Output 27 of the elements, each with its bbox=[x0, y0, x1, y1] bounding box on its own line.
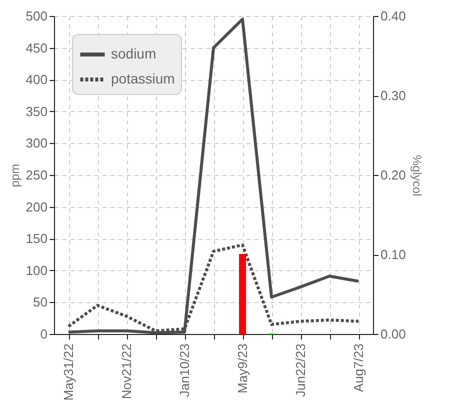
y2-tick-label: 0.40 bbox=[380, 8, 406, 24]
x-tick-label: Jan10/23 bbox=[177, 344, 192, 397]
y-tick-label: 500 bbox=[26, 8, 48, 24]
x-tick-label: May9/23 bbox=[235, 344, 250, 394]
y-axis-title: ppm bbox=[8, 164, 22, 188]
line-series bbox=[67, 18, 360, 334]
y-tick-label: 200 bbox=[26, 199, 48, 214]
y-tick-label: 350 bbox=[26, 104, 48, 119]
y-tick-label: 150 bbox=[26, 231, 48, 246]
x-tick-label: Jun22/23 bbox=[293, 344, 308, 397]
y2-tick-label: 0.20 bbox=[380, 168, 406, 182]
y-tick-label: 300 bbox=[26, 136, 48, 151]
x-tick-label: Aug7/23 bbox=[351, 344, 366, 392]
y-tick-label: 250 bbox=[26, 168, 48, 182]
y2-tick-label: 0.30 bbox=[380, 88, 406, 103]
y-tick-label: 450 bbox=[26, 40, 48, 56]
y-tick-label: 50 bbox=[33, 294, 48, 310]
y2-axis-title: %glycol bbox=[410, 154, 424, 196]
y2-tick-label: 0.00 bbox=[380, 326, 406, 342]
legend-label: potassium bbox=[111, 70, 175, 86]
y-tick-label: 100 bbox=[26, 262, 48, 278]
y-tick-label: 0 bbox=[40, 326, 48, 342]
y2-tick-label: 0.10 bbox=[380, 247, 406, 262]
x-tick-label: May31/22 bbox=[61, 344, 76, 401]
legend-label: sodium bbox=[111, 46, 156, 62]
y-tick-label: 400 bbox=[26, 72, 48, 88]
x-tick-label: Nov21/22 bbox=[119, 344, 134, 400]
